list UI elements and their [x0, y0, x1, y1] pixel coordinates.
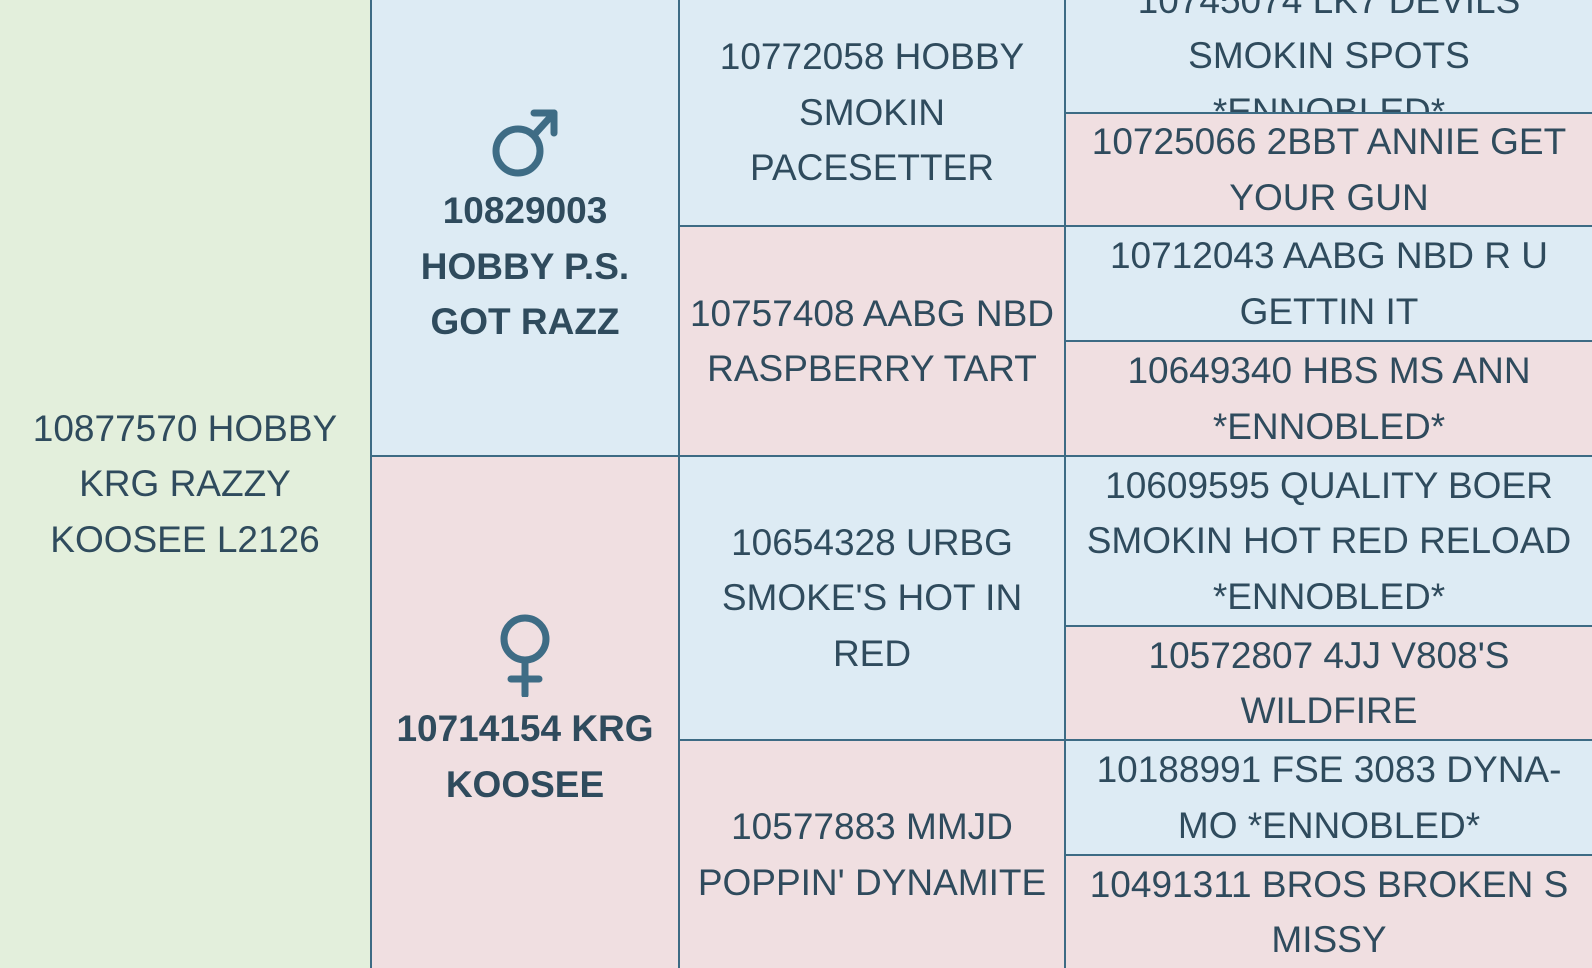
dam-sire-cell: 10654328 URBG SMOKE'S HOT IN RED — [680, 457, 1064, 739]
sire-sire-dam-cell: 10725066 2BBT ANNIE GET YOUR GUN — [1066, 114, 1592, 225]
dam-sire-dam-cell: 10572807 4JJ V808'S WILDFIRE — [1066, 627, 1592, 739]
sire-dam-sire-name: 10712043 AABG NBD R U GETTIN IT — [1109, 235, 1549, 332]
sire-sire-dam-name: 10725066 2BBT ANNIE GET YOUR GUN — [1091, 121, 1567, 218]
subject-name: 10877570 HOBBY KRG RAZZY KOOSEE L2126 — [32, 407, 338, 560]
sire-sire-name: 10772058 HOBBY SMOKIN PACESETTER — [719, 36, 1025, 189]
dam-sire-sire-cell: 10609595 QUALITY BOER SMOKIN HOT RED REL… — [1066, 457, 1592, 625]
sire-sire-cell: 10772058 HOBBY SMOKIN PACESETTER — [680, 0, 1064, 225]
sire-sire-sire-name: 10745074 LK7 DEVILS SMOKIN SPOTS *ENNOBL… — [1137, 0, 1521, 112]
dam-sire-name: 10654328 URBG SMOKE'S HOT IN RED — [721, 521, 1023, 674]
sire-dam-name: 10757408 AABG NBD RASPBERRY TART — [689, 292, 1055, 390]
sire-dam-dam-name: 10649340 HBS MS ANN *ENNOBLED* — [1127, 350, 1531, 447]
sire-dam-sire-cell: 10712043 AABG NBD R U GETTIN IT — [1066, 227, 1592, 340]
sire-cell: 10829003 HOBBY P.S. GOT RAZZ — [372, 0, 678, 455]
dam-dam-sire-cell: 10188991 FSE 3083 DYNA-MO *ENNOBLED* — [1066, 741, 1592, 854]
sire-name: 10829003 HOBBY P.S. GOT RAZZ — [420, 190, 630, 343]
sire-dam-cell: 10757408 AABG NBD RASPBERRY TART — [680, 227, 1064, 455]
sire-sire-sire-cell: 10745074 LK7 DEVILS SMOKIN SPOTS *ENNOBL… — [1066, 0, 1592, 112]
dam-dam-cell: 10577883 MMJD POPPIN' DYNAMITE — [680, 741, 1064, 968]
dam-cell: 10714154 KRG KOOSEE — [372, 457, 678, 968]
dam-sire-dam-name: 10572807 4JJ V808'S WILDFIRE — [1148, 634, 1510, 732]
dam-dam-dam-cell: 10491311 BROS BROKEN S MISSY — [1066, 856, 1592, 968]
dam-dam-sire-name: 10188991 FSE 3083 DYNA-MO *ENNOBLED* — [1096, 749, 1562, 846]
dam-sire-sire-name: 10609595 QUALITY BOER SMOKIN HOT RED REL… — [1086, 464, 1572, 617]
subject-cell: 10877570 HOBBY KRG RAZZY KOOSEE L2126 — [0, 0, 370, 968]
dam-dam-name: 10577883 MMJD POPPIN' DYNAMITE — [697, 806, 1047, 903]
male-symbol-icon — [492, 109, 558, 177]
sire-dam-dam-cell: 10649340 HBS MS ANN *ENNOBLED* — [1066, 342, 1592, 455]
female-symbol-icon — [500, 614, 550, 697]
dam-name: 10714154 KRG KOOSEE — [396, 708, 654, 805]
dam-dam-dam-name: 10491311 BROS BROKEN S MISSY — [1089, 863, 1569, 961]
